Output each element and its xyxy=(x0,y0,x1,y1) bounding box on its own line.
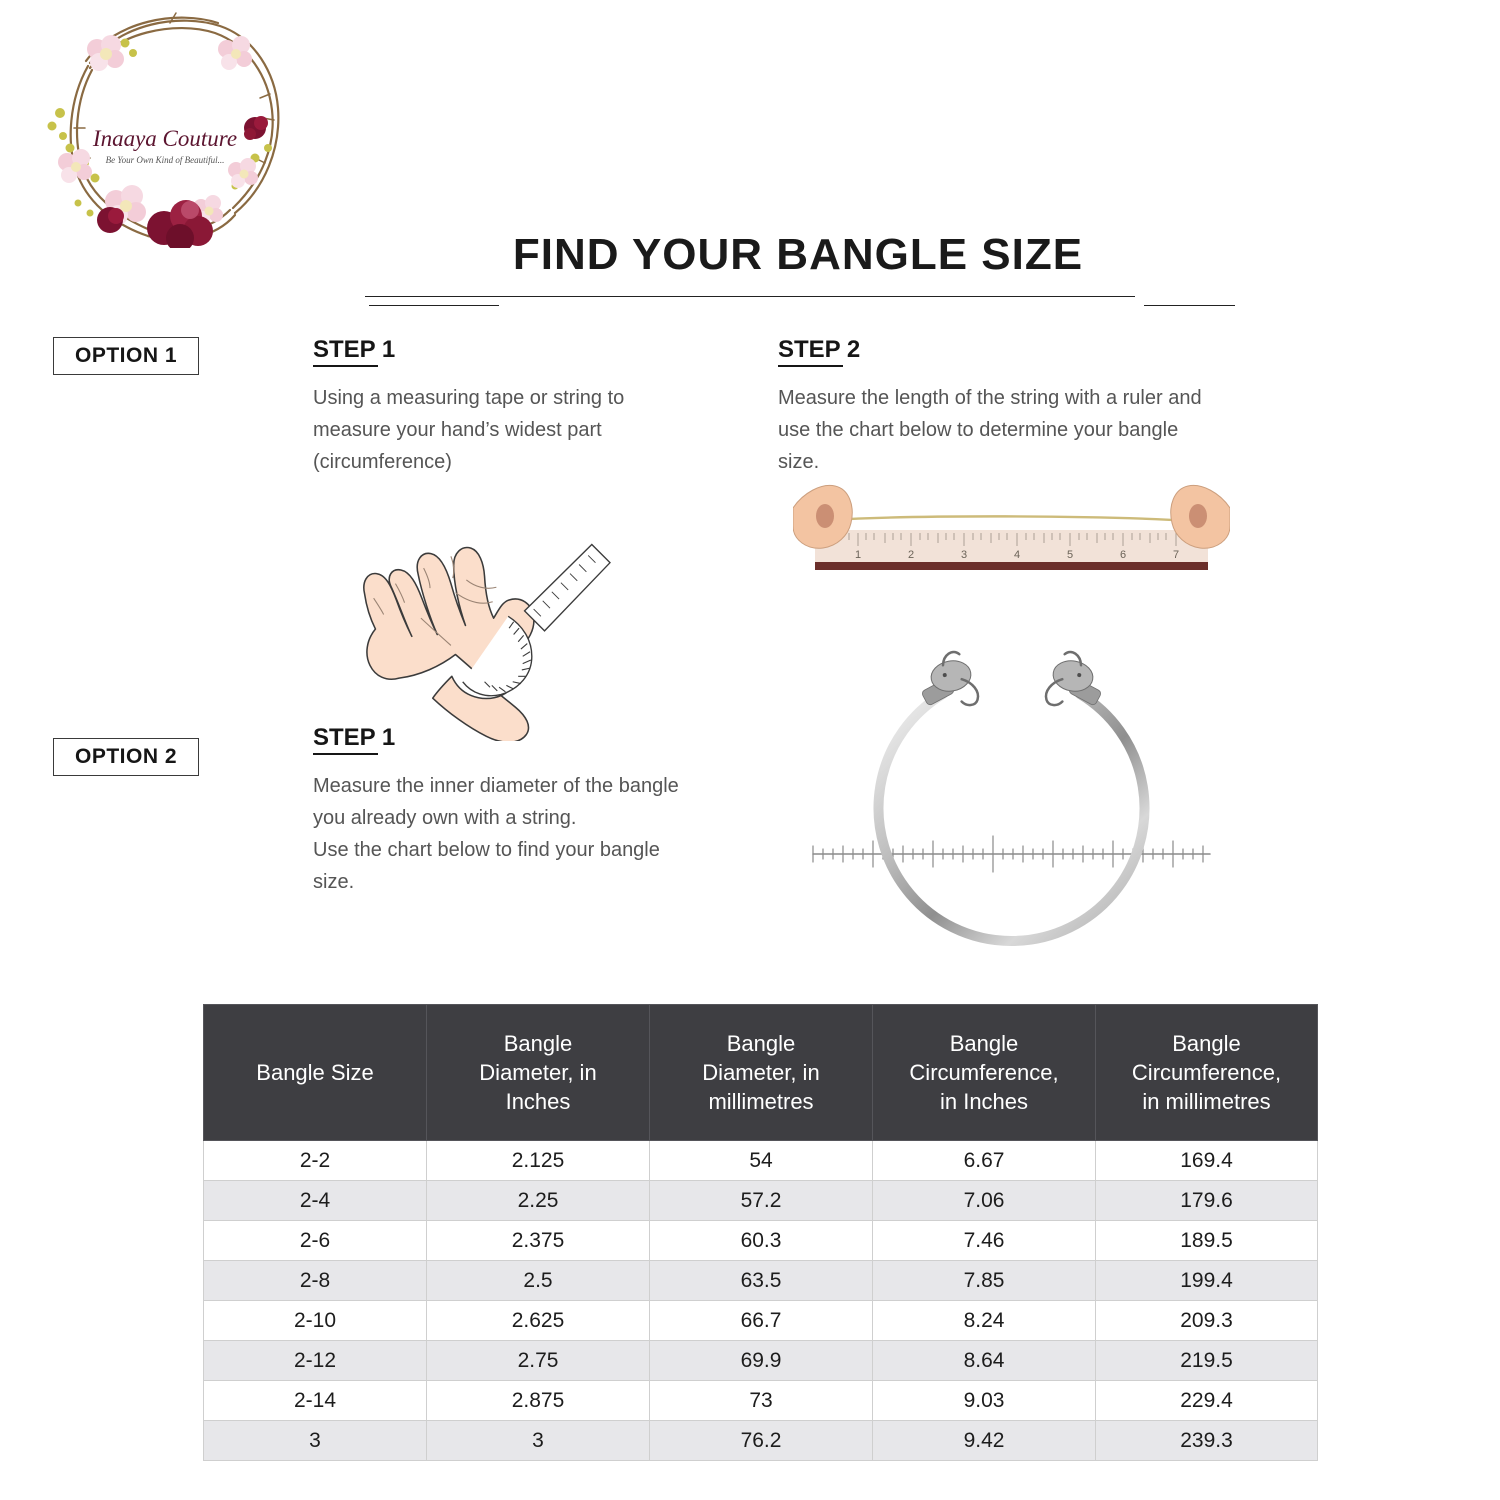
svg-text:3: 3 xyxy=(961,549,967,561)
svg-text:5: 5 xyxy=(1067,549,1073,561)
svg-text:1: 1 xyxy=(855,549,861,561)
svg-text:Be Your Own Kind of Beautiful.: Be Your Own Kind of Beautiful... xyxy=(106,155,225,165)
svg-text:6: 6 xyxy=(1120,549,1126,561)
svg-text:4: 4 xyxy=(1014,549,1020,561)
svg-text:Inaaya Couture: Inaaya Couture xyxy=(92,126,237,151)
svg-text:7: 7 xyxy=(1173,549,1179,561)
svg-text:2: 2 xyxy=(908,549,914,561)
